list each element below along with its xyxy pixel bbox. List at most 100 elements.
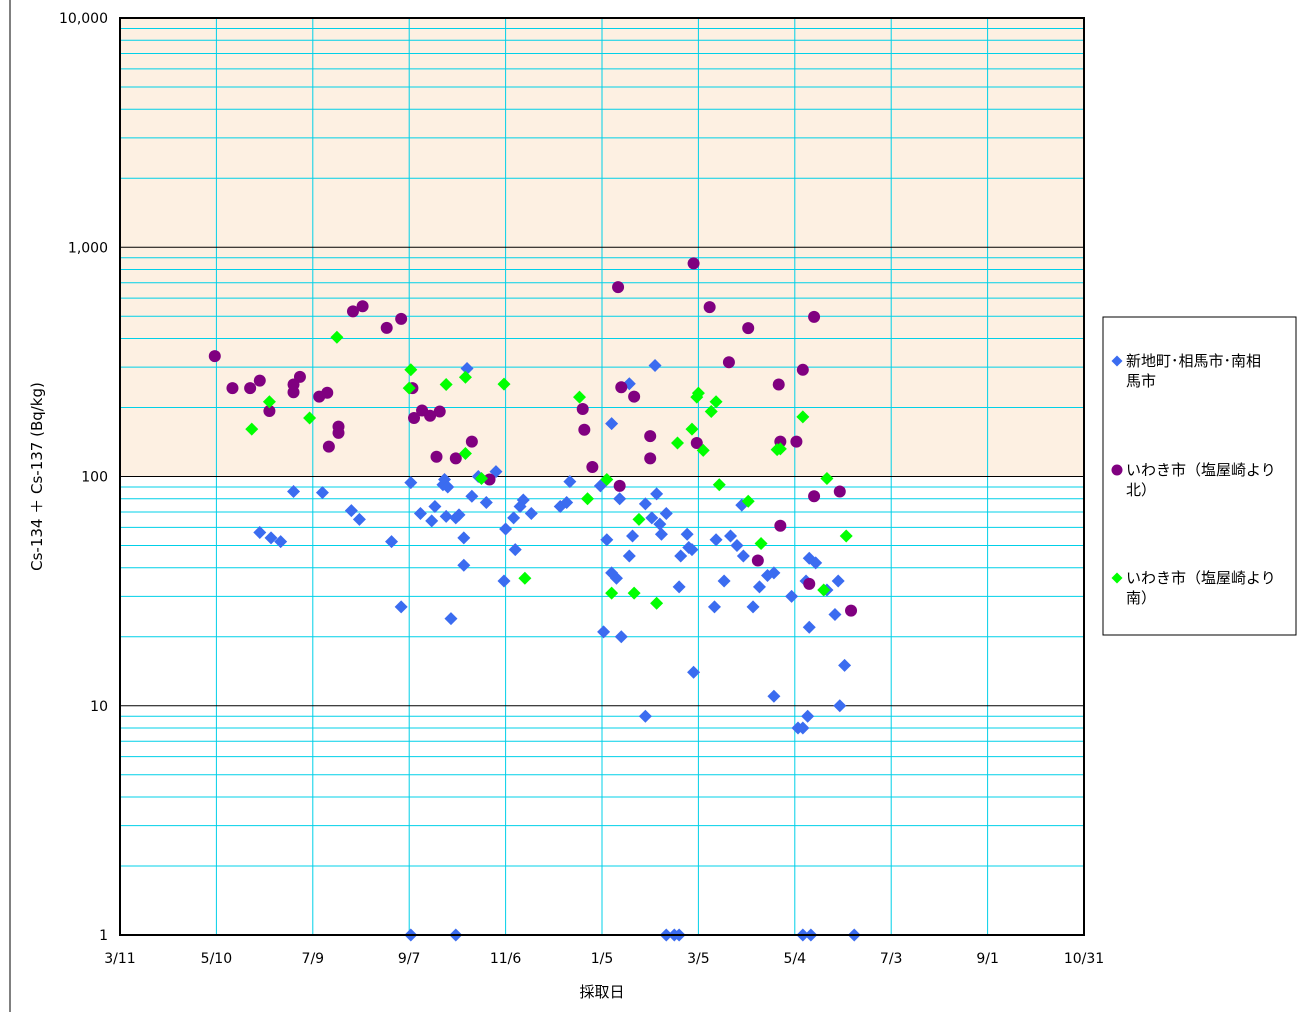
series-3-point xyxy=(303,411,317,425)
legend-marker-1 xyxy=(1111,355,1123,367)
series-1-point xyxy=(796,721,810,735)
series-2-point xyxy=(430,450,443,463)
series-1-point xyxy=(833,699,847,713)
series-1-point xyxy=(614,630,628,644)
series-3-point xyxy=(650,596,664,610)
series-3-point xyxy=(696,443,710,457)
series-2-point xyxy=(845,604,858,617)
x-tick-label: 7/9 xyxy=(302,951,325,967)
series-2-point xyxy=(208,350,221,363)
series-1-point xyxy=(425,514,439,528)
series-2-point xyxy=(576,402,589,415)
series-1-point xyxy=(597,625,611,639)
series-3-point xyxy=(773,442,787,456)
series-2-point xyxy=(465,435,478,448)
series-2-point xyxy=(483,473,496,486)
y-tick-label: 1 xyxy=(99,928,108,944)
series-1-point xyxy=(460,361,474,375)
series-1-point xyxy=(709,533,723,547)
series-1-point xyxy=(413,506,427,520)
series-2-point xyxy=(424,409,437,422)
series-1-point xyxy=(352,512,366,526)
series-2-point xyxy=(644,430,657,443)
series-1-point xyxy=(707,600,721,614)
series-2-point xyxy=(687,257,700,270)
series-3-point xyxy=(475,472,488,486)
series-1-point xyxy=(724,529,738,543)
series-3-point xyxy=(573,390,587,404)
series-1-point xyxy=(672,580,686,594)
series-1-point xyxy=(785,589,799,603)
series-3-point xyxy=(709,395,723,409)
series-1-point xyxy=(439,509,453,523)
series-2-point xyxy=(244,382,257,395)
series-2-point xyxy=(332,426,345,439)
series-3-point xyxy=(627,586,641,600)
series-3-point xyxy=(404,363,418,377)
series-2-point xyxy=(226,382,239,395)
series-3-point xyxy=(817,583,831,597)
legend-label-2: いわき市（塩屋崎より北） xyxy=(1126,461,1276,499)
series-1-point xyxy=(457,558,471,572)
legend-marker-2 xyxy=(1111,464,1123,476)
series-1-point xyxy=(674,549,688,563)
series-1-point xyxy=(687,665,701,679)
series-1-point xyxy=(457,531,471,545)
series-2-point xyxy=(803,577,816,590)
series-3-point xyxy=(796,410,810,424)
series-1-point xyxy=(809,556,823,570)
plot-border xyxy=(119,17,1085,936)
series-1-point xyxy=(746,600,760,614)
series-3-point xyxy=(632,512,646,526)
series-2-point xyxy=(408,411,421,424)
data-points xyxy=(208,257,861,942)
series-1-point xyxy=(253,525,267,539)
series-2-point xyxy=(321,386,334,399)
series-3-point xyxy=(402,381,416,395)
series-2-point xyxy=(742,322,755,335)
series-2-point xyxy=(772,378,785,391)
series-3-point xyxy=(691,386,705,400)
series-2-point xyxy=(796,363,809,376)
series-2-point xyxy=(703,301,716,314)
x-axis-ticks: 3/11 5/10 7/9 9/7 11/6 1/5 3/5 5/4 7/3 9/1 10/31 xyxy=(104,951,1104,967)
series-3-point xyxy=(741,494,755,508)
series-1-point xyxy=(516,493,530,507)
y-axis-ticks: 1 10 100 1,000 10,000 xyxy=(59,11,108,944)
series-1-point xyxy=(730,539,744,553)
series-1-point xyxy=(613,492,627,506)
y-axis-label: Cs-134 ＋ Cs-137 (Bq/kg) xyxy=(28,382,46,571)
series-2-point xyxy=(690,437,703,450)
series-3-point xyxy=(518,571,532,585)
series-2-point xyxy=(808,490,821,503)
series-1-point xyxy=(622,549,636,563)
series-1-point xyxy=(752,580,766,594)
series-2-point xyxy=(790,435,803,448)
series-1-point xyxy=(497,574,511,588)
series-2-point xyxy=(722,356,735,369)
x-tick-label: 9/7 xyxy=(398,951,421,967)
series-2-point xyxy=(346,305,359,318)
grid-lines xyxy=(120,18,1084,935)
series-1-point xyxy=(654,527,668,541)
legend-marker-3 xyxy=(1111,572,1123,584)
series-3-point xyxy=(262,395,276,409)
series-3-point xyxy=(330,330,344,344)
series-1-point xyxy=(767,566,781,580)
series-2-point xyxy=(833,485,846,498)
legend-box xyxy=(1102,316,1297,636)
series-1-point xyxy=(315,486,329,500)
series-2-point xyxy=(433,405,446,418)
series-2-point xyxy=(586,461,599,474)
series-1-point xyxy=(563,475,577,489)
series-1-point xyxy=(659,506,673,520)
series-2-point xyxy=(613,479,626,492)
series-2-point xyxy=(751,554,764,567)
x-tick-label: 5/4 xyxy=(784,951,807,967)
series-3-point xyxy=(458,446,472,460)
series-3-point xyxy=(685,422,699,436)
series-3-point xyxy=(704,405,718,419)
series-2-point xyxy=(808,310,821,323)
y-tick-label: 10 xyxy=(90,699,108,715)
series-1-point xyxy=(717,574,731,588)
